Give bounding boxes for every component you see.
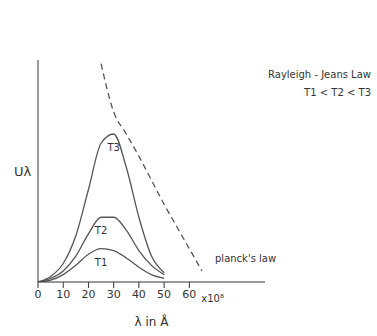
svg-text:60: 60: [182, 288, 196, 301]
svg-text:10: 10: [56, 288, 70, 301]
svg-text:λ in Å: λ in Å: [135, 314, 170, 329]
svg-text:50: 50: [157, 288, 171, 301]
svg-text:30: 30: [107, 288, 121, 301]
svg-text:40: 40: [132, 288, 146, 301]
svg-text:T3: T3: [106, 142, 119, 153]
svg-text:T1: T1: [94, 257, 107, 268]
svg-text:planck's law: planck's law: [215, 253, 276, 264]
svg-text:T2: T2: [94, 225, 107, 236]
svg-text:T1 < T2 < T3: T1 < T2 < T3: [303, 87, 371, 98]
svg-text:x10⁸: x10⁸: [201, 293, 224, 304]
svg-text:Uλ: Uλ: [14, 164, 32, 179]
svg-text:20: 20: [81, 288, 95, 301]
svg-text:Rayleigh - Jeans Law: Rayleigh - Jeans Law: [268, 69, 371, 80]
svg-text:0: 0: [35, 288, 42, 301]
